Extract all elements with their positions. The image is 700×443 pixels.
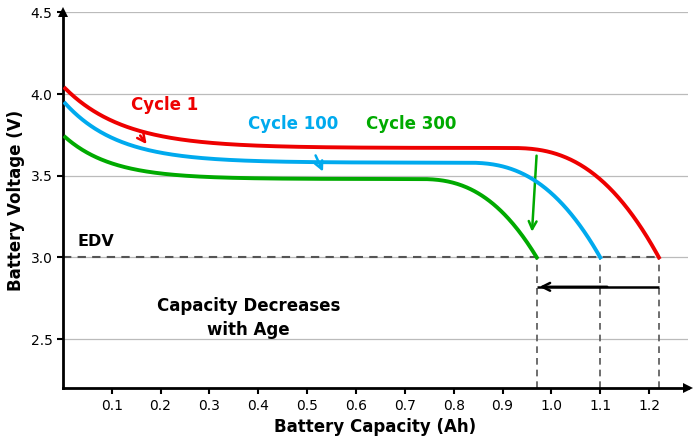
X-axis label: Battery Capacity (Ah): Battery Capacity (Ah) [274,418,477,436]
Text: Cycle 100: Cycle 100 [248,115,339,133]
Text: EDV: EDV [78,234,114,249]
Text: Cycle 300: Cycle 300 [365,115,456,133]
Y-axis label: Battery Voltage (V): Battery Voltage (V) [7,110,25,291]
Text: Capacity Decreases
with Age: Capacity Decreases with Age [157,297,340,338]
Text: Cycle 1: Cycle 1 [131,96,198,114]
